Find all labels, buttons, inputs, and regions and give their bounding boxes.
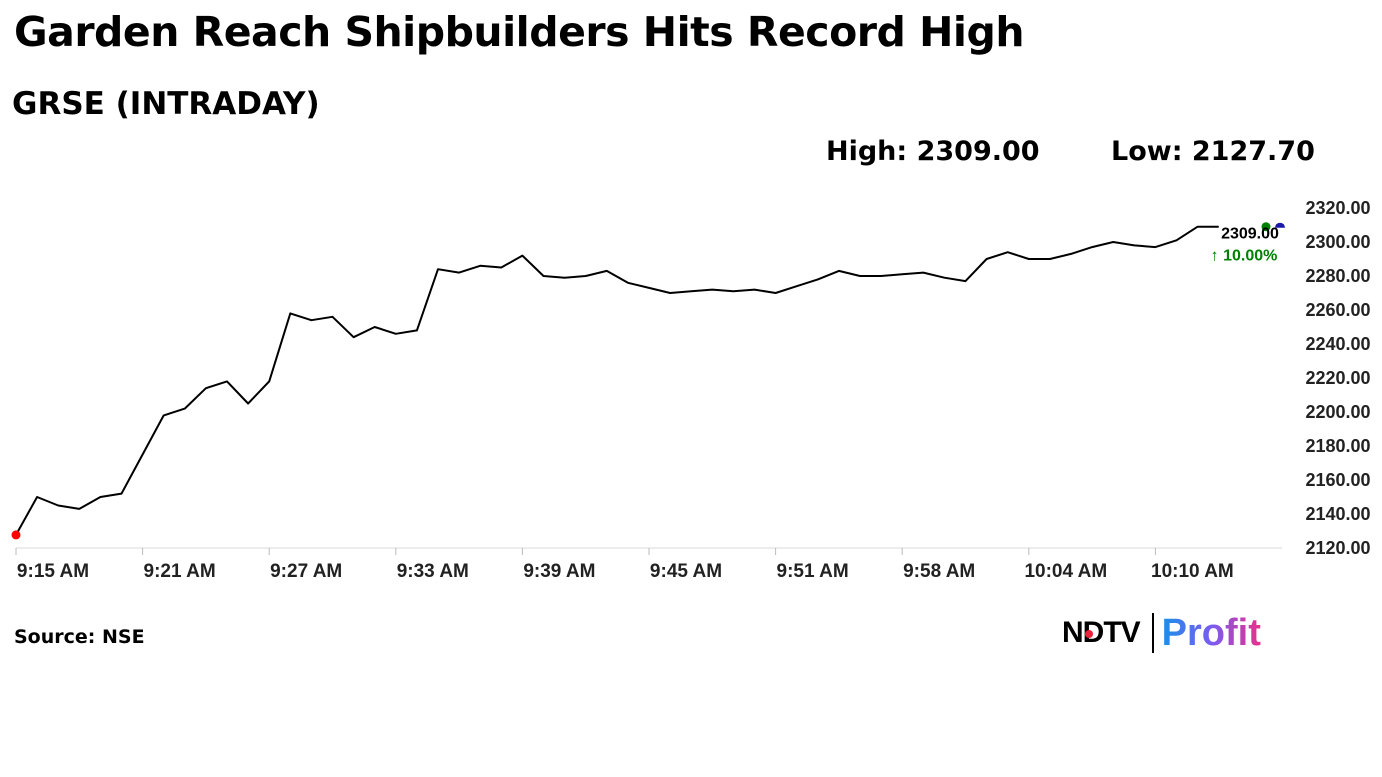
x-tick-label: 10:04 AM: [1024, 561, 1107, 582]
high-marker: [1261, 222, 1271, 232]
y-tick-label: 2120.00: [1305, 538, 1370, 558]
x-tick-label: 9:51 AM: [777, 561, 849, 582]
ndtv-profit-logo: NDTV Profit: [1062, 610, 1261, 656]
x-tick-label: 9:15 AM: [17, 561, 89, 582]
y-tick-label: 2320.00: [1305, 198, 1370, 218]
high-value: High: 2309.00: [826, 136, 1040, 167]
logo-ndtv-label: NDTV: [1062, 616, 1141, 649]
logo-separator: [1151, 613, 1154, 653]
half-dot-marker: [1275, 222, 1285, 228]
y-tick-label: 2220.00: [1305, 368, 1370, 388]
x-tick-label: 9:21 AM: [144, 561, 216, 582]
logo-dot-icon: [1085, 630, 1093, 638]
y-tick-label: 2200.00: [1305, 402, 1370, 422]
y-tick-label: 2260.00: [1305, 300, 1370, 320]
x-tick-label: 9:45 AM: [650, 561, 722, 582]
chart-subtitle: GRSE (INTRADAY): [12, 86, 320, 122]
y-tick-label: 2180.00: [1305, 436, 1370, 456]
last-value-label: 2309.00: [1221, 226, 1279, 243]
change-label: ↑ 10.00%: [1211, 248, 1278, 265]
price-line: [15, 225, 1219, 536]
chart-title: Garden Reach Shipbuilders Hits Record Hi…: [14, 8, 1025, 56]
x-tick-label: 9:58 AM: [903, 561, 975, 582]
intraday-line-chart: 2120.00 2140.00 2160.00 2180.00 2200.00 2220.…: [11, 198, 1371, 582]
y-tick-label: 2160.00: [1305, 470, 1370, 490]
x-tick-label: 10:10 AM: [1151, 561, 1234, 582]
y-tick-label: 2140.00: [1305, 504, 1370, 524]
y-tick-label: 2300.00: [1305, 232, 1370, 252]
x-tick-label: 9:27 AM: [270, 561, 342, 582]
x-tick-label: 9:39 AM: [523, 561, 595, 582]
low-value: Low: 2127.70: [1111, 136, 1315, 167]
source-note: Source: NSE: [14, 626, 145, 648]
logo-ndtv-text: NDTV: [1062, 616, 1141, 650]
start-marker: [11, 530, 21, 540]
y-tick-label: 2280.00: [1305, 266, 1370, 286]
logo-profit-text: Profit: [1161, 611, 1261, 654]
y-tick-label: 2240.00: [1305, 334, 1370, 354]
x-tick-label: 9:33 AM: [397, 561, 469, 582]
